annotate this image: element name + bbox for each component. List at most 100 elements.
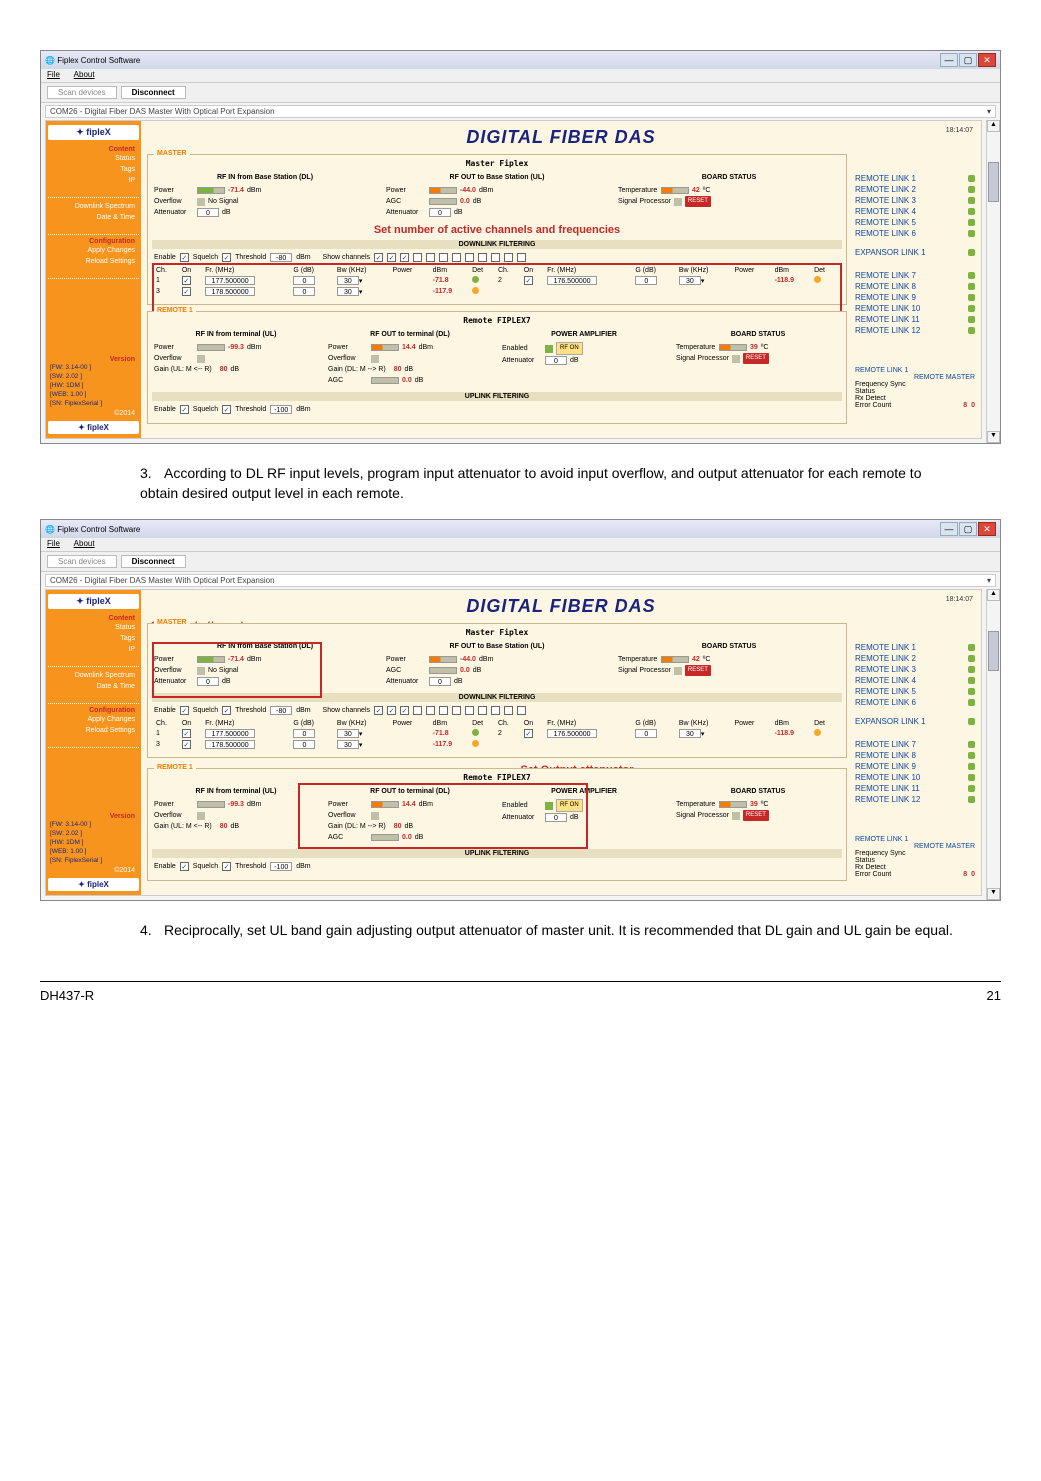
show-ch-1[interactable] <box>374 253 383 262</box>
remote-link[interactable]: REMOTE LINK 1 <box>855 643 975 652</box>
ch1-on[interactable] <box>182 276 191 285</box>
sidebar-item-spectrum[interactable]: Downlink Spectrum <box>48 670 139 681</box>
ch3-on[interactable] <box>182 287 191 296</box>
enable-checkbox[interactable] <box>180 706 189 715</box>
com-port-label[interactable]: COM26 - Digital Fiber DAS Master With Op… <box>50 107 987 116</box>
remote-link[interactable]: REMOTE LINK 6 <box>855 229 975 238</box>
sidebar-item-datetime[interactable]: Date & Time <box>48 681 139 692</box>
reset-button[interactable]: RESET <box>685 665 711 676</box>
vertical-scrollbar[interactable]: ▲▼ <box>986 589 1000 900</box>
remote-link[interactable]: REMOTE LINK 3 <box>855 665 975 674</box>
vertical-scrollbar[interactable]: ▲▼ <box>986 120 1000 443</box>
minimize-button[interactable]: — <box>940 53 958 67</box>
show-ch-3[interactable] <box>400 253 409 262</box>
sidebar-item-reload[interactable]: Reload Settings <box>48 725 139 736</box>
show-ch-6[interactable] <box>439 253 448 262</box>
ch3-freq[interactable]: 178.500000 <box>205 287 255 296</box>
squelch-checkbox[interactable] <box>222 706 231 715</box>
ch3-bw[interactable]: 30 <box>337 287 359 296</box>
sidebar-item-reload[interactable]: Reload Settings <box>48 256 139 267</box>
show-ch-10[interactable] <box>491 253 500 262</box>
sidebar-item-spectrum[interactable]: Downlink Spectrum <box>48 201 139 212</box>
remote-link[interactable]: REMOTE LINK 2 <box>855 654 975 663</box>
remote-link[interactable]: REMOTE LINK 12 <box>855 795 975 804</box>
sidebar-item-datetime[interactable]: Date & Time <box>48 212 139 223</box>
remote-link[interactable]: REMOTE LINK 5 <box>855 687 975 696</box>
r-reset-button[interactable]: RESET <box>743 353 769 364</box>
rfin-attenuator-input[interactable]: 0 <box>197 677 219 686</box>
minimize-button[interactable]: — <box>940 522 958 536</box>
sidebar-item-apply[interactable]: Apply Changes <box>48 714 139 725</box>
show-ch-8[interactable] <box>465 253 474 262</box>
expansor-link[interactable]: EXPANSOR LINK 1 <box>855 248 975 257</box>
ch2-freq[interactable]: 176.500000 <box>547 276 597 285</box>
remote-link[interactable]: REMOTE LINK 9 <box>855 293 975 302</box>
remote-link[interactable]: REMOTE LINK 4 <box>855 676 975 685</box>
menu-file[interactable]: File <box>47 539 60 548</box>
disconnect-button[interactable]: Disconnect <box>121 86 186 99</box>
remote-link[interactable]: REMOTE LINK 11 <box>855 315 975 324</box>
reset-button[interactable]: RESET <box>685 196 711 207</box>
remote-link[interactable]: REMOTE LINK 7 <box>855 271 975 280</box>
remote-link[interactable]: REMOTE LINK 12 <box>855 326 975 335</box>
show-ch-9[interactable] <box>478 253 487 262</box>
remote-link[interactable]: REMOTE LINK 7 <box>855 740 975 749</box>
sidebar-item-tags[interactable]: Tags <box>48 164 139 175</box>
enable-checkbox[interactable] <box>180 253 189 262</box>
remote-link[interactable]: REMOTE LINK 11 <box>855 784 975 793</box>
r-link-1[interactable]: REMOTE LINK 1 <box>855 367 975 374</box>
show-ch-11[interactable] <box>504 253 513 262</box>
ch2-gain[interactable]: 0 <box>635 276 657 285</box>
remote-link[interactable]: REMOTE LINK 8 <box>855 751 975 760</box>
rf-on-button[interactable]: RF ON <box>556 799 583 812</box>
scan-devices-button[interactable]: Scan devices <box>47 86 117 99</box>
rfout-attenuator-input[interactable]: 0 <box>429 208 451 217</box>
remote-link[interactable]: REMOTE LINK 10 <box>855 773 975 782</box>
expansor-link[interactable]: EXPANSOR LINK 1 <box>855 717 975 726</box>
menu-about[interactable]: About <box>74 539 95 548</box>
remote-link[interactable]: REMOTE LINK 8 <box>855 282 975 291</box>
remote-link[interactable]: REMOTE LINK 4 <box>855 207 975 216</box>
close-button[interactable]: ✕ <box>978 53 996 67</box>
rfin-attenuator-input[interactable]: 0 <box>197 208 219 217</box>
maximize-button[interactable]: ▢ <box>959 522 977 536</box>
disconnect-button[interactable]: Disconnect <box>121 555 186 568</box>
ch1-bw[interactable]: 30 <box>337 276 359 285</box>
remote-link[interactable]: REMOTE LINK 5 <box>855 218 975 227</box>
threshold-input[interactable]: -80 <box>270 706 292 715</box>
sidebar-item-status[interactable]: Status <box>48 622 139 633</box>
remote-link[interactable]: REMOTE LINK 1 <box>855 174 975 183</box>
remote-link[interactable]: REMOTE LINK 2 <box>855 185 975 194</box>
ch2-bw[interactable]: 30 <box>679 276 701 285</box>
pa-attenuator-input[interactable]: 0 <box>545 813 567 822</box>
sidebar-item-apply[interactable]: Apply Changes <box>48 245 139 256</box>
sidebar-item-tags[interactable]: Tags <box>48 633 139 644</box>
maximize-button[interactable]: ▢ <box>959 53 977 67</box>
remote-link[interactable]: REMOTE LINK 3 <box>855 196 975 205</box>
com-port-label[interactable]: COM26 - Digital Fiber DAS Master With Op… <box>50 576 987 585</box>
ch1-freq[interactable]: 177.500000 <box>205 276 255 285</box>
pa-attenuator-input[interactable]: 0 <box>545 356 567 365</box>
r-reset-button[interactable]: RESET <box>743 810 769 821</box>
r-squelch-cb[interactable] <box>222 405 231 414</box>
remote-link[interactable]: REMOTE LINK 9 <box>855 762 975 771</box>
remote-link[interactable]: REMOTE LINK 10 <box>855 304 975 313</box>
threshold-input[interactable]: -80 <box>270 253 292 262</box>
sidebar-item-ip[interactable]: IP <box>48 644 139 655</box>
squelch-checkbox[interactable] <box>222 253 231 262</box>
ch2-on[interactable] <box>524 276 533 285</box>
sidebar-item-status[interactable]: Status <box>48 153 139 164</box>
remote-link[interactable]: REMOTE LINK 6 <box>855 698 975 707</box>
show-ch-5[interactable] <box>426 253 435 262</box>
ch3-gain[interactable]: 0 <box>293 287 315 296</box>
menu-about[interactable]: About <box>74 70 95 79</box>
ch1-gain[interactable]: 0 <box>293 276 315 285</box>
scan-devices-button[interactable]: Scan devices <box>47 555 117 568</box>
show-ch-4[interactable] <box>413 253 422 262</box>
r-threshold-input[interactable]: -100 <box>270 405 292 414</box>
r-enable-cb[interactable] <box>180 405 189 414</box>
menu-file[interactable]: File <box>47 70 60 79</box>
sidebar-item-ip[interactable]: IP <box>48 175 139 186</box>
close-button[interactable]: ✕ <box>978 522 996 536</box>
show-ch-2[interactable] <box>387 253 396 262</box>
